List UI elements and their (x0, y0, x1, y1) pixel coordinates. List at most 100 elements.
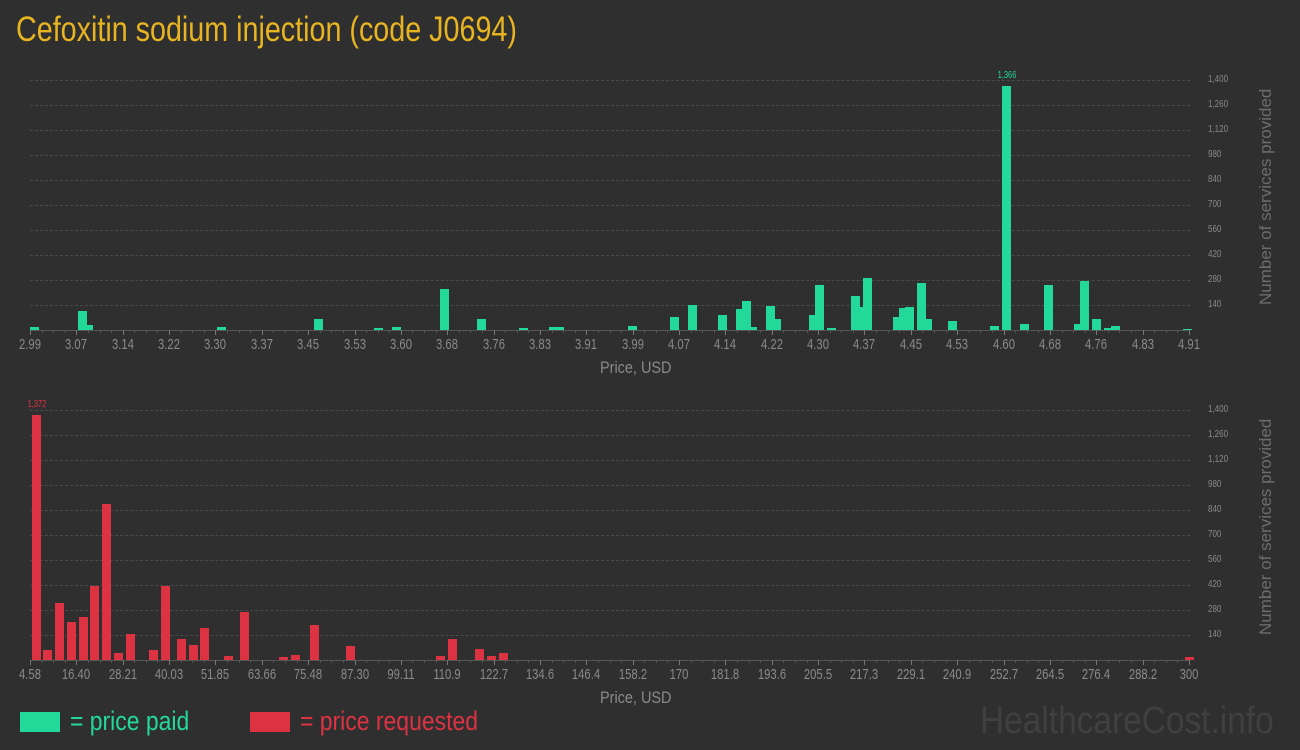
x-minor-tick (736, 660, 738, 663)
bar (345, 645, 355, 660)
gridline (30, 255, 1190, 256)
x-minor-tick (887, 660, 889, 663)
x-tick-label: 3.53 (343, 336, 366, 353)
bar (392, 327, 402, 330)
x-tick-label: 4.60 (992, 336, 1015, 353)
y-tick-label: 140 (1208, 629, 1222, 640)
x-minor-tick (366, 330, 368, 333)
x-minor-tick (899, 660, 901, 663)
x-minor-tick (412, 330, 414, 333)
x-minor-tick (250, 330, 252, 333)
x-tick-label: 99.11 (387, 666, 415, 683)
bar (310, 625, 320, 660)
x-minor-tick (482, 330, 483, 333)
bar (239, 611, 249, 660)
x-minor-tick (760, 660, 762, 663)
bar (43, 650, 53, 660)
x-tick (1003, 660, 1005, 665)
x-tick (539, 330, 541, 335)
x-tick-label: 181.8 (711, 666, 740, 683)
x-minor-tick (505, 660, 507, 663)
bar (917, 282, 927, 330)
x-tick-label: 4.30 (807, 336, 830, 353)
x-tick-label: 3.22 (158, 336, 181, 353)
x-tick-label: 264.5 (1035, 666, 1064, 683)
x-minor-tick (203, 330, 205, 333)
bar (486, 656, 496, 660)
x-minor-tick (1119, 660, 1121, 663)
legend-paid: = price paid (20, 706, 210, 737)
x-tick-label: 229.1 (896, 666, 925, 683)
x-tick-label: 3.30 (204, 336, 227, 353)
x-minor-tick (458, 660, 460, 663)
bar (31, 415, 41, 660)
x-minor-tick (157, 660, 159, 663)
x-minor-tick (470, 330, 472, 333)
x-minor-tick (713, 660, 715, 663)
bar (1019, 323, 1029, 330)
x-minor-tick (597, 660, 599, 663)
x-tick (957, 330, 959, 335)
x-tick-label: 87.30 (340, 666, 369, 683)
x-tick (354, 660, 356, 665)
bar (905, 306, 915, 330)
bar (736, 308, 746, 330)
x-minor-tick (980, 330, 982, 333)
y-tick-label: 1,120 (1208, 124, 1229, 135)
x-minor-tick (968, 660, 970, 663)
x-tick-label: 3.14 (111, 336, 134, 353)
x-tick (76, 660, 78, 665)
bar (923, 319, 933, 330)
x-tick (1049, 330, 1051, 335)
bar (176, 639, 186, 660)
x-minor-tick (934, 330, 936, 333)
bar (1110, 326, 1120, 330)
x-minor-tick (1131, 660, 1133, 663)
x-minor-tick (319, 660, 321, 663)
x-minor-tick (319, 330, 321, 333)
bar (1074, 323, 1084, 330)
requested-swatch (250, 711, 290, 732)
x-tick-label: 3.68 (436, 336, 459, 353)
x-minor-tick (1119, 330, 1121, 333)
x-tick-label: 4.37 (853, 336, 876, 353)
x-tick-label: 63.66 (247, 666, 276, 683)
x-tick (261, 660, 263, 665)
bar (1001, 86, 1011, 330)
x-tick (169, 330, 171, 335)
x-minor-tick (435, 660, 437, 663)
bar (114, 652, 124, 660)
bar (374, 328, 384, 330)
x-minor-tick (296, 660, 298, 663)
x-minor-tick (331, 660, 333, 663)
x-tick-label: 4.22 (760, 336, 783, 353)
x-minor-tick (64, 660, 66, 663)
y-tick-label: 1,260 (1208, 99, 1229, 110)
x-minor-tick (1154, 330, 1156, 333)
x-tick (76, 330, 78, 335)
bar (1182, 328, 1192, 330)
x-minor-tick (482, 660, 483, 663)
x-minor-tick (852, 330, 854, 333)
y-tick-label: 700 (1208, 199, 1222, 210)
x-minor-tick (563, 660, 565, 663)
x-minor-tick (702, 330, 704, 333)
x-minor-tick (922, 330, 924, 333)
x-minor-tick (748, 330, 750, 333)
gridline (30, 305, 1190, 306)
x-minor-tick (713, 330, 715, 333)
x-minor-tick (841, 660, 843, 663)
x-minor-tick (53, 660, 55, 663)
bar (669, 316, 679, 330)
x-minor-tick (528, 660, 530, 663)
x-minor-tick (412, 660, 414, 663)
x-tick (30, 330, 31, 335)
y-tick-label: 700 (1208, 529, 1222, 540)
x-minor-tick (157, 330, 159, 333)
x-tick (1189, 330, 1190, 335)
x-minor-tick (227, 330, 229, 333)
x-tick-label: 2.99 (19, 336, 41, 353)
x-minor-tick (273, 330, 275, 333)
x-tick (679, 660, 681, 665)
x-minor-tick (690, 660, 692, 663)
